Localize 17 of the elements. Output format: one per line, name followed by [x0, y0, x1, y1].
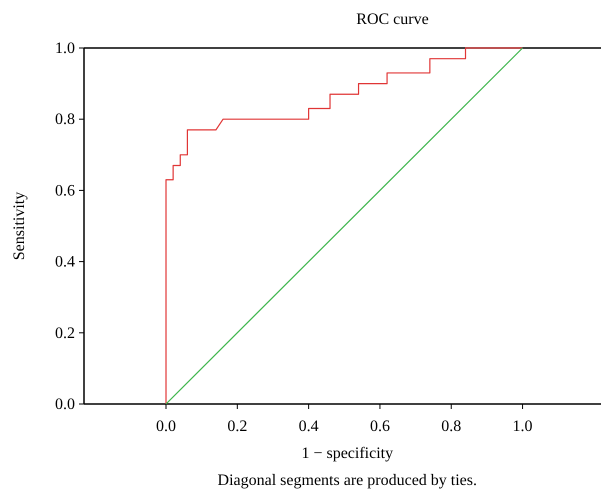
x-tick-label: 0.0 — [156, 418, 176, 435]
x-tick-label: 0.6 — [370, 418, 390, 435]
y-tick-label: 0.2 — [55, 324, 75, 342]
text: Diagonal segments are produced by ties. — [218, 472, 478, 489]
x-tick-label: 1.0 — [512, 418, 533, 435]
x-axis-title: 1 − specificity — [301, 445, 394, 462]
y-tick-label: 0.6 — [55, 182, 75, 200]
line-series — [165, 47, 524, 405]
y-tick-label: 1.0 — [55, 40, 75, 57]
x-tick-label: 0.8 — [441, 418, 462, 435]
x-tick-label: 0.4 — [298, 418, 319, 435]
y-tick-label: 0.0 — [55, 396, 75, 413]
y-tick-label: 0.8 — [55, 111, 75, 128]
y-tick-label: 0.4 — [55, 254, 75, 271]
chart-title: ROC curve — [356, 11, 429, 28]
y-axis-title: Sensitivity — [11, 192, 28, 260]
x-tick-label: 0.2 — [227, 418, 248, 435]
